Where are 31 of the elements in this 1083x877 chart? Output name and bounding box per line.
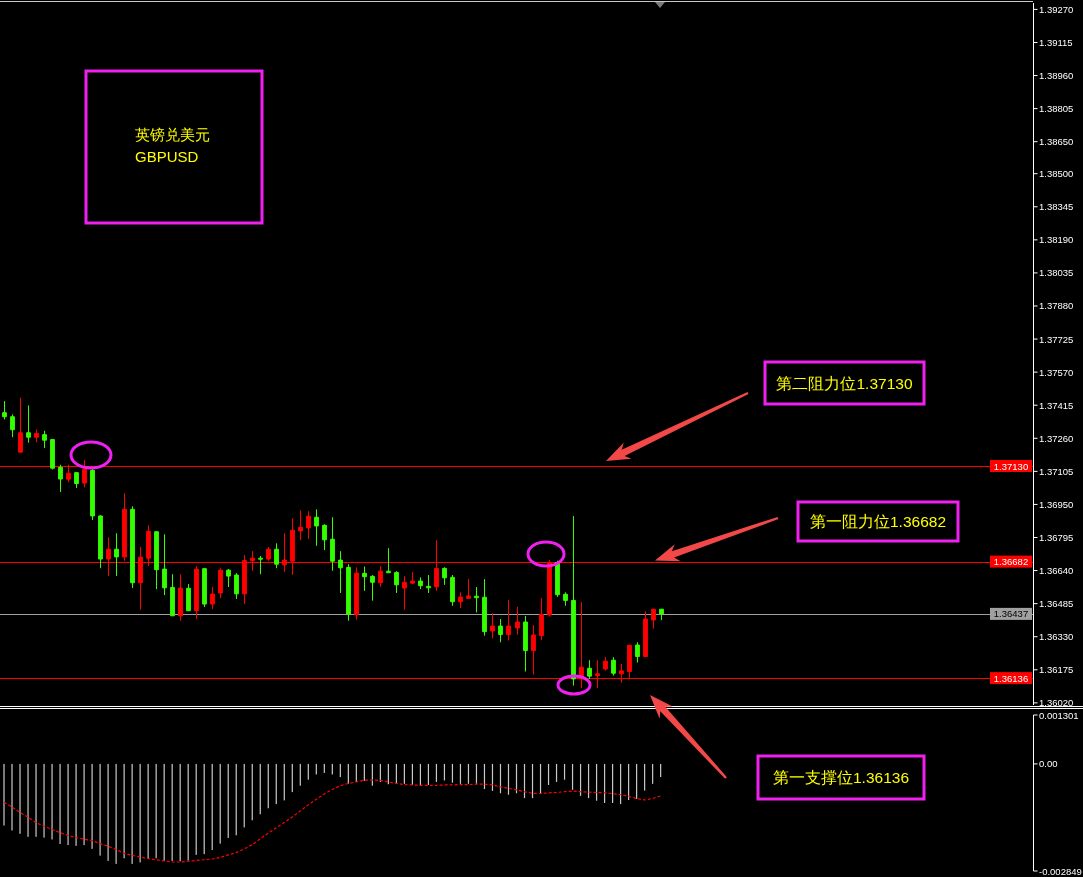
y-tick-label: 1.38345 xyxy=(1039,201,1074,213)
y-tick-label: 1.38960 xyxy=(1039,70,1074,82)
y-tick-label: 1.36330 xyxy=(1039,631,1074,643)
y-tick-label: 1.37105 xyxy=(1039,465,1074,477)
y-tick-label: 0.00 xyxy=(1039,758,1058,770)
y-tick-label: 1.38190 xyxy=(1039,234,1074,246)
y-tick-label: 1.37415 xyxy=(1039,399,1074,411)
y-tick-label: 1.37880 xyxy=(1039,300,1074,312)
price-tag: 1.36136 xyxy=(990,672,1032,685)
y-tick-label: 1.36020 xyxy=(1039,697,1074,709)
annotation: 第一阻力位1.36682 xyxy=(809,513,947,530)
y-tick-label: 1.37725 xyxy=(1039,333,1074,345)
y-tick-label: 1.36950 xyxy=(1039,498,1074,510)
y-tick-label: 1.37570 xyxy=(1039,366,1074,378)
y-tick-label: 1.36640 xyxy=(1039,565,1074,577)
annotation: 第一支撑位1.36136 xyxy=(772,769,910,786)
y-tick-label: 1.38500 xyxy=(1039,168,1074,180)
y-tick-label: 1.36175 xyxy=(1039,664,1074,676)
y-tick-label: 1.38035 xyxy=(1039,267,1074,279)
price-tag: 1.37130 xyxy=(990,460,1032,472)
y-tick-label: 1.38805 xyxy=(1039,103,1074,115)
y-tick-label: 1.36485 xyxy=(1039,598,1074,610)
y-tick-label: 1.37260 xyxy=(1039,432,1074,444)
y-tick-label: 1.36795 xyxy=(1039,532,1074,543)
y-tick-label: 1.39270 xyxy=(1039,3,1074,15)
annotation: 第二阻力位1.37130 xyxy=(776,374,913,392)
y-tick-label: 1.38650 xyxy=(1039,136,1074,148)
y-tick-label: 0.001301 xyxy=(1039,709,1079,721)
text: 英镑兑美元 GBPUSD xyxy=(135,125,210,165)
y-tick-label: 1.39115 xyxy=(1039,36,1073,48)
y-tick-label: -0.002849 xyxy=(1039,865,1082,877)
